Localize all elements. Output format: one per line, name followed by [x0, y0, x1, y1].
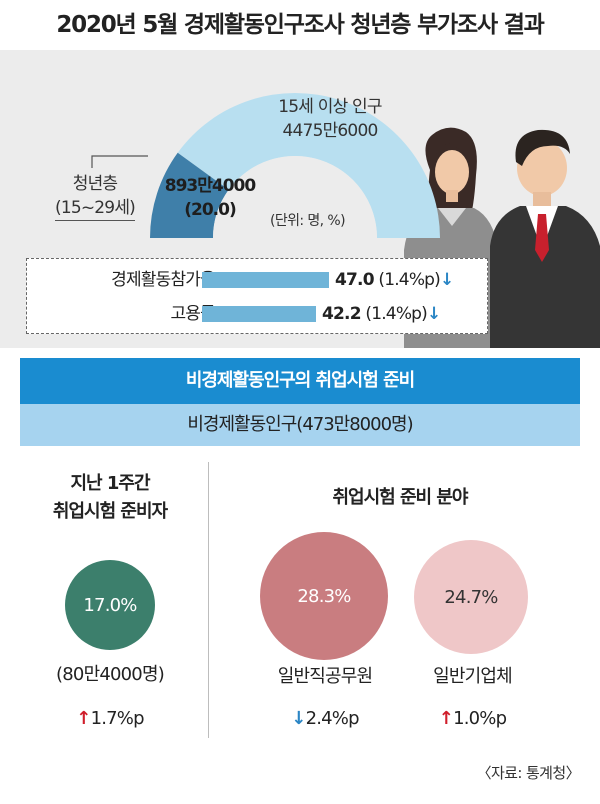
stat-label: 경제활동참가율 — [111, 270, 216, 290]
arrow-up-icon: ↑ — [438, 708, 454, 729]
youth-wedge-label: 893만4000 (20.0) — [150, 174, 270, 222]
stat-change: (1.4%p) — [378, 270, 441, 290]
arrow-down-icon: ↓ — [440, 270, 454, 290]
section-subheader: 비경제활동인구(473만8000명) — [20, 404, 580, 446]
left-heading-line2: 취업시험 준비자 — [52, 501, 168, 522]
private-company-label: 일반기업체 — [433, 666, 513, 687]
private-company-change: ↑1.0%p — [390, 706, 555, 732]
private-company-value: 24.7% — [444, 586, 498, 608]
stat-value: 42.2 — [322, 304, 362, 324]
youth-label: 청년층 (15~29세) — [40, 172, 150, 221]
stat-value: 47.0 — [335, 270, 375, 290]
stat-bar — [202, 272, 329, 288]
stat-value-group: 47.0 (1.4%p)↓ — [335, 265, 454, 295]
left-heading: 지난 1주간 취업시험 준비자 — [20, 470, 200, 526]
civil-service-label: 일반직공무원 — [277, 666, 373, 687]
chart-title: 2020년 5월 경제활동인구조사 청년층 부가조사 결과 — [56, 12, 544, 38]
stat-row-employment: 고용률 42.2 (1.4%p)↓ — [27, 299, 487, 329]
youth-slice — [150, 152, 229, 238]
population-rest-slice — [177, 93, 440, 238]
unit-note: (단위: 명, %) — [270, 213, 346, 229]
pie-inner-hole — [213, 156, 377, 238]
arrow-up-icon: ↑ — [76, 708, 91, 729]
arrow-down-icon: ↓ — [291, 708, 306, 729]
stat-value-group: 42.2 (1.4%p)↓ — [322, 299, 441, 329]
exam-prep-change-value: 1.7%p — [90, 708, 145, 729]
population-label: 15세 이상 인구 4475만6000 — [255, 95, 405, 143]
civil-service-change: ↓2.4%p — [240, 706, 410, 732]
stats-box: 경제활동참가율 47.0 (1.4%p)↓ 고용률 42.2 (1.4%p)↓ — [26, 258, 488, 334]
youth-leader-line — [91, 155, 148, 168]
arrow-down-icon: ↓ — [427, 304, 441, 324]
population-label-line1: 15세 이상 인구 — [278, 97, 382, 117]
stat-change: (1.4%p) — [365, 304, 428, 324]
right-heading: 취업시험 준비 분야 — [332, 487, 468, 508]
private-company-circle: 24.7% — [414, 540, 528, 654]
left-heading-line1: 지난 1주간 — [70, 473, 150, 494]
exam-prep-count: (80만4000명) — [56, 664, 165, 685]
population-pie — [150, 93, 440, 238]
youth-label-line1: 청년층 — [72, 174, 118, 194]
source-note: 〈자료: 통계청〉 — [476, 764, 581, 782]
youth-count: 893만4000 — [164, 176, 256, 196]
youth-label-line2: (15~29세) — [54, 196, 136, 221]
stat-row-participation: 경제활동참가율 47.0 (1.4%p)↓ — [27, 265, 487, 295]
private-company-change-value: 1.0%p — [453, 708, 507, 729]
column-divider — [208, 462, 209, 738]
population-value: 4475만6000 — [282, 121, 379, 141]
youth-share: (20.0) — [184, 200, 236, 220]
civil-service-change-value: 2.4%p — [305, 708, 360, 729]
exam-prep-change: ↑1.7%p — [20, 706, 200, 732]
civil-service-value: 28.3% — [297, 585, 351, 607]
stat-bar — [202, 306, 316, 322]
exam-prep-rate-value: 17.0% — [83, 594, 137, 616]
section-header: 비경제활동인구의 취업시험 준비 — [20, 358, 580, 404]
exam-prep-rate-circle: 17.0% — [65, 560, 155, 650]
civil-service-circle: 28.3% — [260, 532, 388, 660]
